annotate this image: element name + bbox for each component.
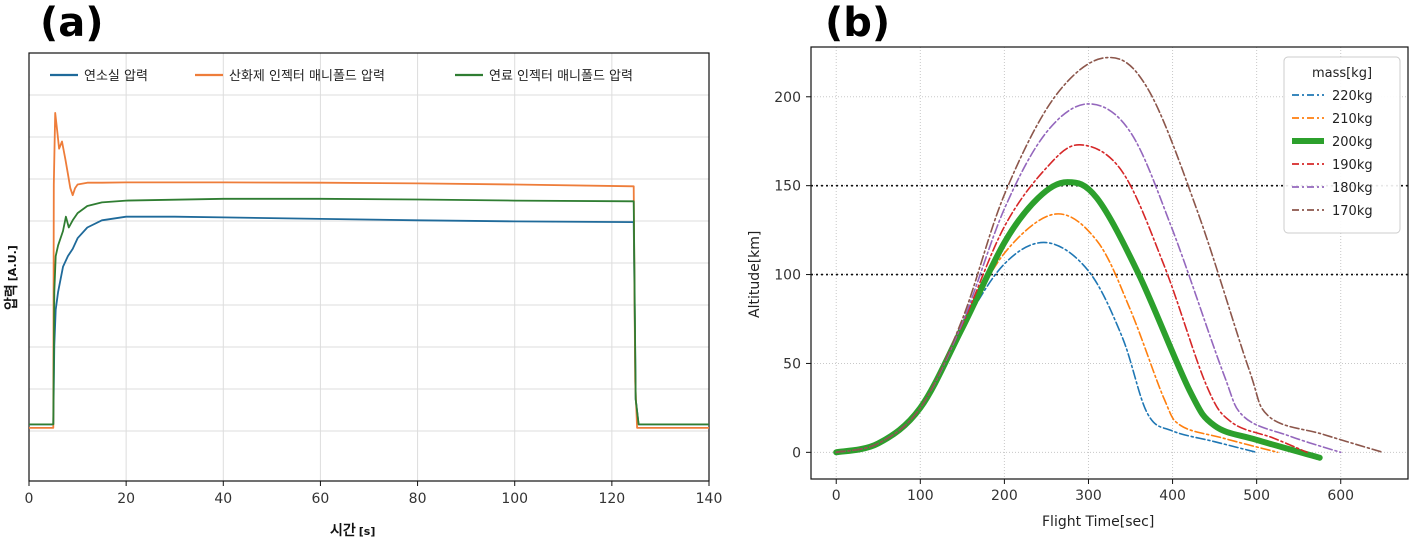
panel-b-ylabel: Altitude[km] (747, 231, 763, 318)
panel-b-xtick-label: 0 (832, 488, 841, 504)
panel-b-ticks: 0 100 200 300 400 500 600 0 50 100 150 200 (774, 90, 1354, 504)
panel-a-legend: 연소실 압력 산화제 인젝터 매니폴드 압력 연료 인젝터 매니폴드 압력 (50, 69, 633, 84)
panel-b-legend-box (1283, 56, 1401, 234)
panel-a-xtick-label: 120 (598, 491, 625, 507)
panel-a-series (29, 112, 709, 429)
panel-b-legend-label: 200kg (1332, 135, 1373, 150)
panel-b-xtick-label: 600 (1327, 488, 1354, 504)
panel-b-series-line-190kg (835, 143, 1308, 454)
panel-a: (a) 0 20 40 60 80 100 120 140 연소실 압력 산화제 인젝터 매니폴… (4, 0, 722, 539)
panel-a-legend-label: 연소실 압력 (84, 69, 148, 84)
panel-b-xtick-label: 300 (1075, 488, 1102, 504)
panel-a-legend-label: 산화제 인젝터 매니폴드 압력 (229, 69, 385, 84)
panel-b-legend-label: 220kg (1332, 89, 1373, 104)
panel-b-series-line-200kg (833, 179, 1323, 461)
panel-b-ytick-label: 150 (774, 179, 801, 195)
panel-b-frame (810, 46, 1409, 480)
panel-b-legend-label: 190kg (1332, 158, 1373, 173)
panel-b-ytick-label: 200 (774, 90, 801, 106)
panel-b-series-line-210kg (835, 213, 1279, 454)
panel-b-legend-title: mass[kg] (1312, 66, 1372, 81)
panel-b-series (833, 56, 1384, 461)
panel-a-grid (29, 53, 709, 481)
panel-a-xtick-label: 60 (312, 491, 330, 507)
panel-b-xtick-label: 500 (1243, 488, 1270, 504)
panel-a-legend-label: 연료 인젝터 매니폴드 압력 (489, 69, 633, 84)
panel-b-ytick-label: 100 (774, 268, 801, 284)
panel-a-xlabel: 시간 [s] (330, 522, 375, 539)
panel-b: (b) 0 100 200 300 400 500 600 0 50 100 150 200 mass… (747, 0, 1409, 530)
panel-b-xlabel: Flight Time[sec] (1042, 514, 1154, 530)
panel-b-legend: mass[kg] 220kg 210kg 200kg 190kg 180kg 170kg (1283, 56, 1401, 234)
panel-a-xtick-label: 100 (501, 491, 528, 507)
panel-b-series-line-180kg (835, 103, 1342, 454)
panel-a-xtick-label: 0 (25, 491, 34, 507)
panel-b-ytick-label: 50 (783, 356, 801, 372)
panel-a-series-line-1 (29, 215, 709, 426)
panel-a-xtick-label: 40 (214, 491, 232, 507)
panel-b-xtick-label: 400 (1159, 488, 1186, 504)
panel-b-series-line-170kg (835, 56, 1384, 454)
panel-a-ylabel: 압력[A.U.] (4, 245, 20, 310)
panel-b-grid (811, 47, 1408, 479)
panel-b-legend-label: 210kg (1332, 112, 1373, 127)
panel-b-xtick-label: 100 (907, 488, 934, 504)
panel-a-series-line-2 (29, 112, 709, 429)
panel-a-xtick-label: 80 (409, 491, 427, 507)
panel-b-label: (b) (825, 0, 890, 46)
panel-a-xticks: 0 20 40 60 80 100 120 140 (25, 481, 723, 507)
panel-b-ytick-label: 0 (792, 445, 801, 461)
panel-a-xtick-label: 20 (117, 491, 135, 507)
panel-a-series-line-3 (29, 197, 709, 426)
panel-a-label: (a) (40, 0, 104, 46)
panel-b-legend-label: 170kg (1332, 204, 1373, 219)
panel-a-frame (28, 52, 710, 482)
panel-b-xtick-label: 200 (991, 488, 1018, 504)
panel-b-legend-label: 180kg (1332, 181, 1373, 196)
panel-a-xtick-label: 140 (696, 491, 723, 507)
